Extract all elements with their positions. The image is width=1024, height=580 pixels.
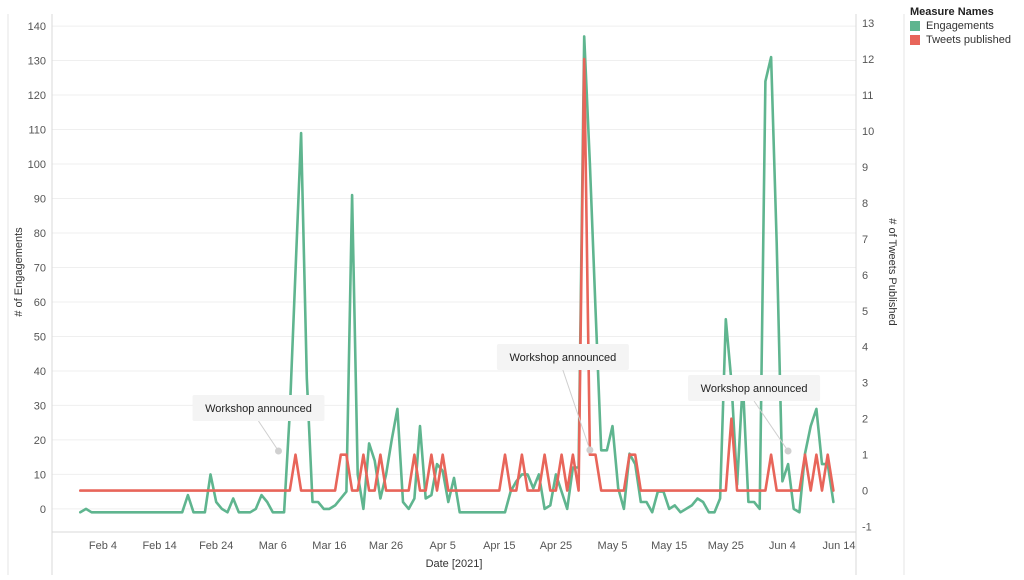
series-line-tweets-published: [79, 57, 835, 492]
annotation-dot: [586, 446, 594, 454]
legend-item-tweets-published[interactable]: Tweets published: [910, 34, 1011, 46]
annotation-text: Workshop announced: [701, 383, 808, 395]
x-tick-label: May 15: [651, 540, 687, 552]
left-y-tick-label: 90: [34, 194, 46, 206]
annotation-text: Workshop announced: [509, 352, 616, 364]
annotation-box: [192, 395, 325, 421]
annotation-box: [496, 344, 629, 370]
x-tick-label: Jun 14: [822, 540, 855, 552]
right-y-tick-label: 9: [862, 162, 868, 174]
right-y-tick-label: 7: [862, 234, 868, 246]
x-tick-label: Feb 24: [199, 540, 233, 552]
left-y-tick-label: 130: [28, 56, 46, 68]
left-y-tick-labels: 0 10 20 30 40 50 60 70 80 90 100 110 120 130 140: [28, 21, 46, 516]
right-y-tick-label: 4: [862, 342, 868, 354]
right-y-tick-label: 10: [862, 126, 874, 138]
gridlines: [52, 25, 856, 510]
left-y-tick-label: 70: [34, 262, 46, 274]
annotation-text: Workshop announced: [205, 403, 312, 415]
x-tick-label: Mar 26: [369, 540, 403, 552]
legend-title: Measure Names: [910, 6, 994, 18]
legend-swatch-engagements: [910, 21, 920, 31]
right-y-tick-label: -1: [862, 522, 872, 534]
left-y-tick-label: 20: [34, 435, 46, 447]
annotation-dot: [784, 447, 792, 455]
x-axis-label: Date [2021]: [426, 558, 483, 570]
left-y-tick-label: 140: [28, 21, 46, 33]
legend-item-engagements[interactable]: Engagements: [910, 20, 1011, 32]
x-tick-label: May 5: [598, 540, 628, 552]
annotation-leader: [562, 369, 591, 451]
legend-swatch-tweets-published: [910, 35, 920, 45]
right-y-tick-label: 8: [862, 198, 868, 210]
legend-label-engagements: Engagements: [926, 20, 994, 32]
annotation-leader: [753, 400, 789, 452]
right-y-tick-label: 1: [862, 450, 868, 462]
right-y-axis-label: # of Tweets Published: [886, 218, 898, 325]
left-y-axis-label: # of Engagements: [13, 227, 25, 317]
x-tick-label: Mar 6: [259, 540, 287, 552]
left-y-tick-label: 100: [28, 159, 46, 171]
left-y-tick-label: 40: [34, 366, 46, 378]
right-y-tick-label: 5: [862, 306, 868, 318]
left-y-tick-label: 110: [28, 125, 46, 137]
series-line-engagements: [79, 35, 835, 514]
right-y-tick-label: 0: [862, 486, 868, 498]
x-tick-label: May 25: [708, 540, 744, 552]
left-y-tick-label: 30: [34, 400, 46, 412]
x-tick-label: Mar 16: [312, 540, 346, 552]
series-layer: [79, 35, 835, 514]
annotation-layer: Workshop announced Workshop announced Work…: [192, 344, 821, 455]
legend: Measure Names Engagements Tweets publish…: [910, 6, 1011, 48]
x-tick-labels: Feb 4 Feb 14 Feb 24 Mar 6 Mar 16 Mar 26 Apr 5 A…: [89, 540, 856, 552]
left-y-tick-label: 120: [28, 90, 46, 102]
annotation-dot: [274, 447, 282, 455]
left-y-tick-label: 10: [34, 469, 46, 481]
annotation-box: [688, 375, 821, 401]
x-tick-label: Jun 4: [769, 540, 796, 552]
right-y-tick-label: 12: [862, 54, 874, 66]
legend-label-tweets-published: Tweets published: [926, 34, 1011, 46]
left-y-tick-label: 0: [40, 504, 46, 516]
x-tick-label: Apr 25: [540, 540, 572, 552]
right-y-tick-label: 13: [862, 18, 874, 30]
right-y-tick-label: 11: [862, 90, 873, 102]
x-tick-label: Feb 14: [142, 540, 176, 552]
right-y-tick-label: 6: [862, 270, 868, 282]
left-y-tick-label: 50: [34, 331, 46, 343]
left-y-tick-label: 80: [34, 228, 46, 240]
x-tick-label: Apr 5: [430, 540, 456, 552]
x-tick-label: Apr 15: [483, 540, 515, 552]
left-y-tick-label: 60: [34, 297, 46, 309]
right-y-tick-label: 2: [862, 414, 868, 426]
annotation-leader: [258, 420, 279, 452]
x-tick-label: Feb 4: [89, 540, 117, 552]
right-y-tick-label: 3: [862, 378, 868, 390]
